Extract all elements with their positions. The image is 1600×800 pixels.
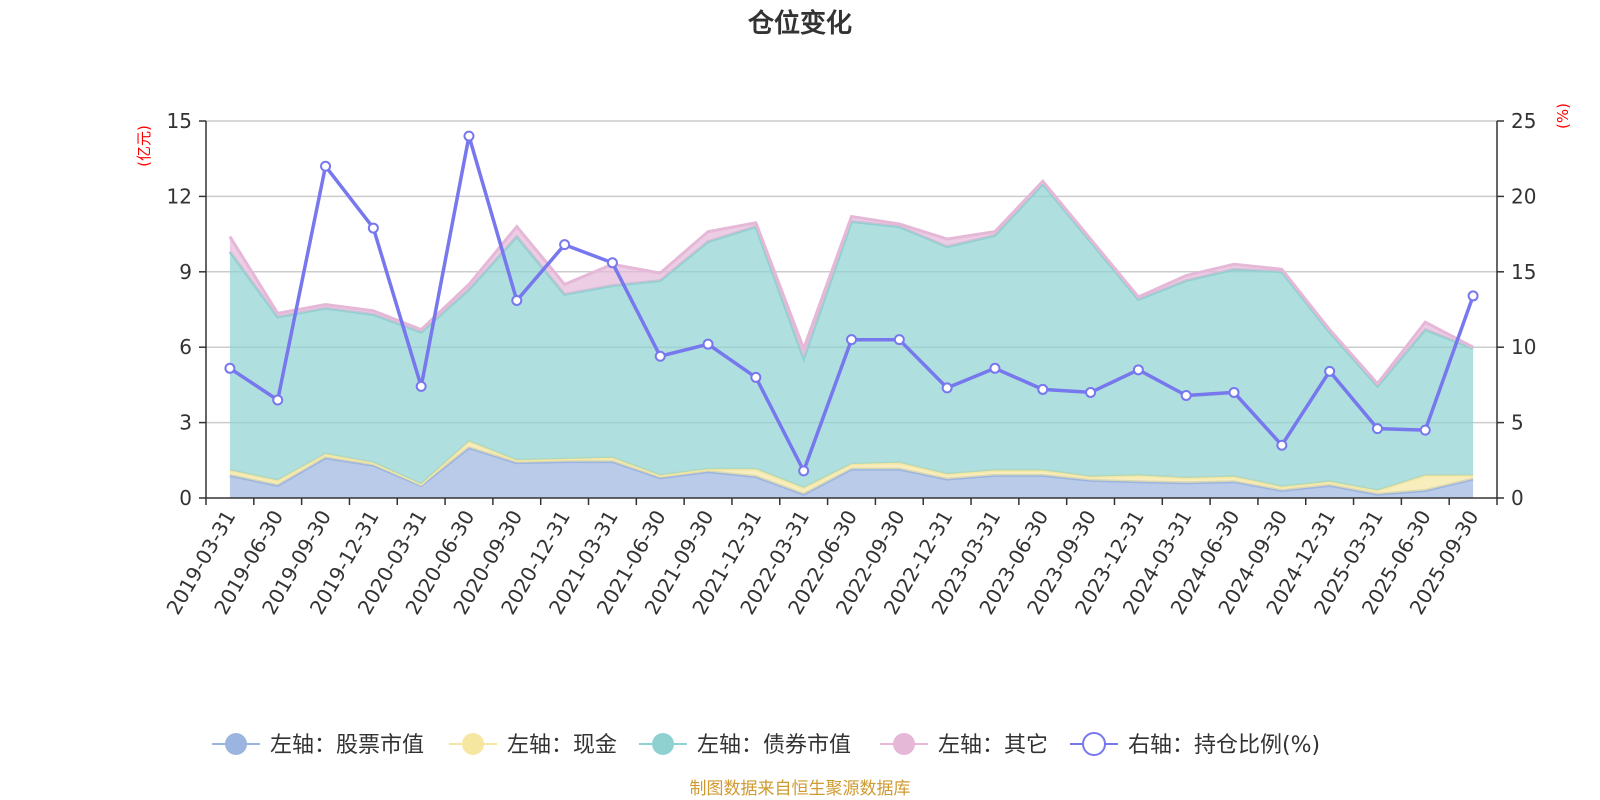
ratio-point bbox=[1371, 423, 1383, 435]
legend-marker bbox=[1082, 732, 1106, 756]
ratio-point bbox=[798, 465, 810, 477]
ratio-point bbox=[893, 334, 905, 346]
ratio-point bbox=[463, 130, 475, 142]
ratio-point bbox=[320, 160, 332, 172]
area-series-2 bbox=[229, 441, 1474, 495]
legend-label: 左轴：股票市值 bbox=[270, 733, 424, 758]
chart-title: 仓位变化 bbox=[747, 8, 852, 39]
area-edge-series-4 bbox=[228, 179, 1474, 386]
right-tick-label: 15 bbox=[1511, 260, 1536, 284]
left-tick-label: 0 bbox=[179, 486, 192, 510]
ratio-point bbox=[750, 371, 762, 383]
left-axis-unit: (亿元) bbox=[135, 125, 153, 167]
legend-label: 左轴：债券市值 bbox=[697, 733, 851, 758]
ratio-point bbox=[559, 239, 571, 251]
legend-marker bbox=[893, 733, 915, 755]
legend-label: 左轴：其它 bbox=[938, 733, 1048, 758]
ratio-point bbox=[272, 394, 284, 406]
ratio-point bbox=[1228, 386, 1240, 398]
ratio-point bbox=[367, 222, 379, 234]
ratio-point bbox=[1467, 290, 1479, 302]
right-tick-label: 25 bbox=[1511, 109, 1536, 133]
ratio-point bbox=[702, 338, 714, 350]
left-tick-label: 6 bbox=[179, 335, 192, 359]
legend-item-4: 左轴：其它 bbox=[880, 733, 1048, 758]
ratio-point bbox=[224, 362, 236, 374]
ratio-point bbox=[415, 380, 427, 392]
ratio-point bbox=[1037, 383, 1049, 395]
ratio-point bbox=[1180, 389, 1192, 401]
legend-item-3: 左轴：债券市值 bbox=[639, 733, 851, 758]
ratio-point bbox=[846, 334, 857, 346]
ratio-point bbox=[606, 257, 618, 269]
left-tick-label: 12 bbox=[167, 184, 192, 208]
legend-marker bbox=[652, 733, 674, 755]
ratio-point bbox=[941, 382, 953, 394]
ratio-point bbox=[654, 350, 666, 362]
ratio-point bbox=[1276, 439, 1288, 451]
left-tick-label: 15 bbox=[167, 109, 192, 133]
ratio-point bbox=[1085, 386, 1097, 398]
source-note: 制图数据来自恒生聚源数据库 bbox=[690, 779, 911, 799]
legend-marker bbox=[462, 733, 484, 755]
right-axis-unit: (%) bbox=[1554, 103, 1572, 129]
ratio-point bbox=[511, 294, 523, 306]
legend-label: 右轴：持仓比例(%) bbox=[1128, 733, 1320, 758]
ratio-point bbox=[989, 362, 1001, 374]
legend-marker bbox=[225, 733, 247, 755]
legend: 左轴：股票市值 左轴：现金 左轴：债券市值 左轴：其它 右轴：持仓比例(%) bbox=[212, 732, 1320, 758]
ratio-point bbox=[1132, 364, 1144, 376]
right-tick-label: 5 bbox=[1511, 411, 1524, 435]
ratio-point bbox=[1419, 424, 1431, 436]
legend-item-2: 左轴：现金 bbox=[449, 733, 617, 758]
ratio-line bbox=[224, 130, 1479, 477]
area-series-1 bbox=[229, 447, 1474, 498]
right-tick-label: 20 bbox=[1511, 184, 1536, 208]
legend-label: 左轴：现金 bbox=[507, 733, 617, 758]
left-tick-label: 9 bbox=[179, 260, 192, 284]
legend-item-5: 右轴：持仓比例(%) bbox=[1070, 732, 1320, 758]
left-tick-label: 3 bbox=[179, 411, 192, 435]
legend-item-1: 左轴：股票市值 bbox=[212, 733, 424, 758]
ratio-point bbox=[1324, 365, 1336, 377]
right-tick-label: 10 bbox=[1511, 335, 1536, 359]
right-tick-label: 0 bbox=[1511, 486, 1524, 510]
